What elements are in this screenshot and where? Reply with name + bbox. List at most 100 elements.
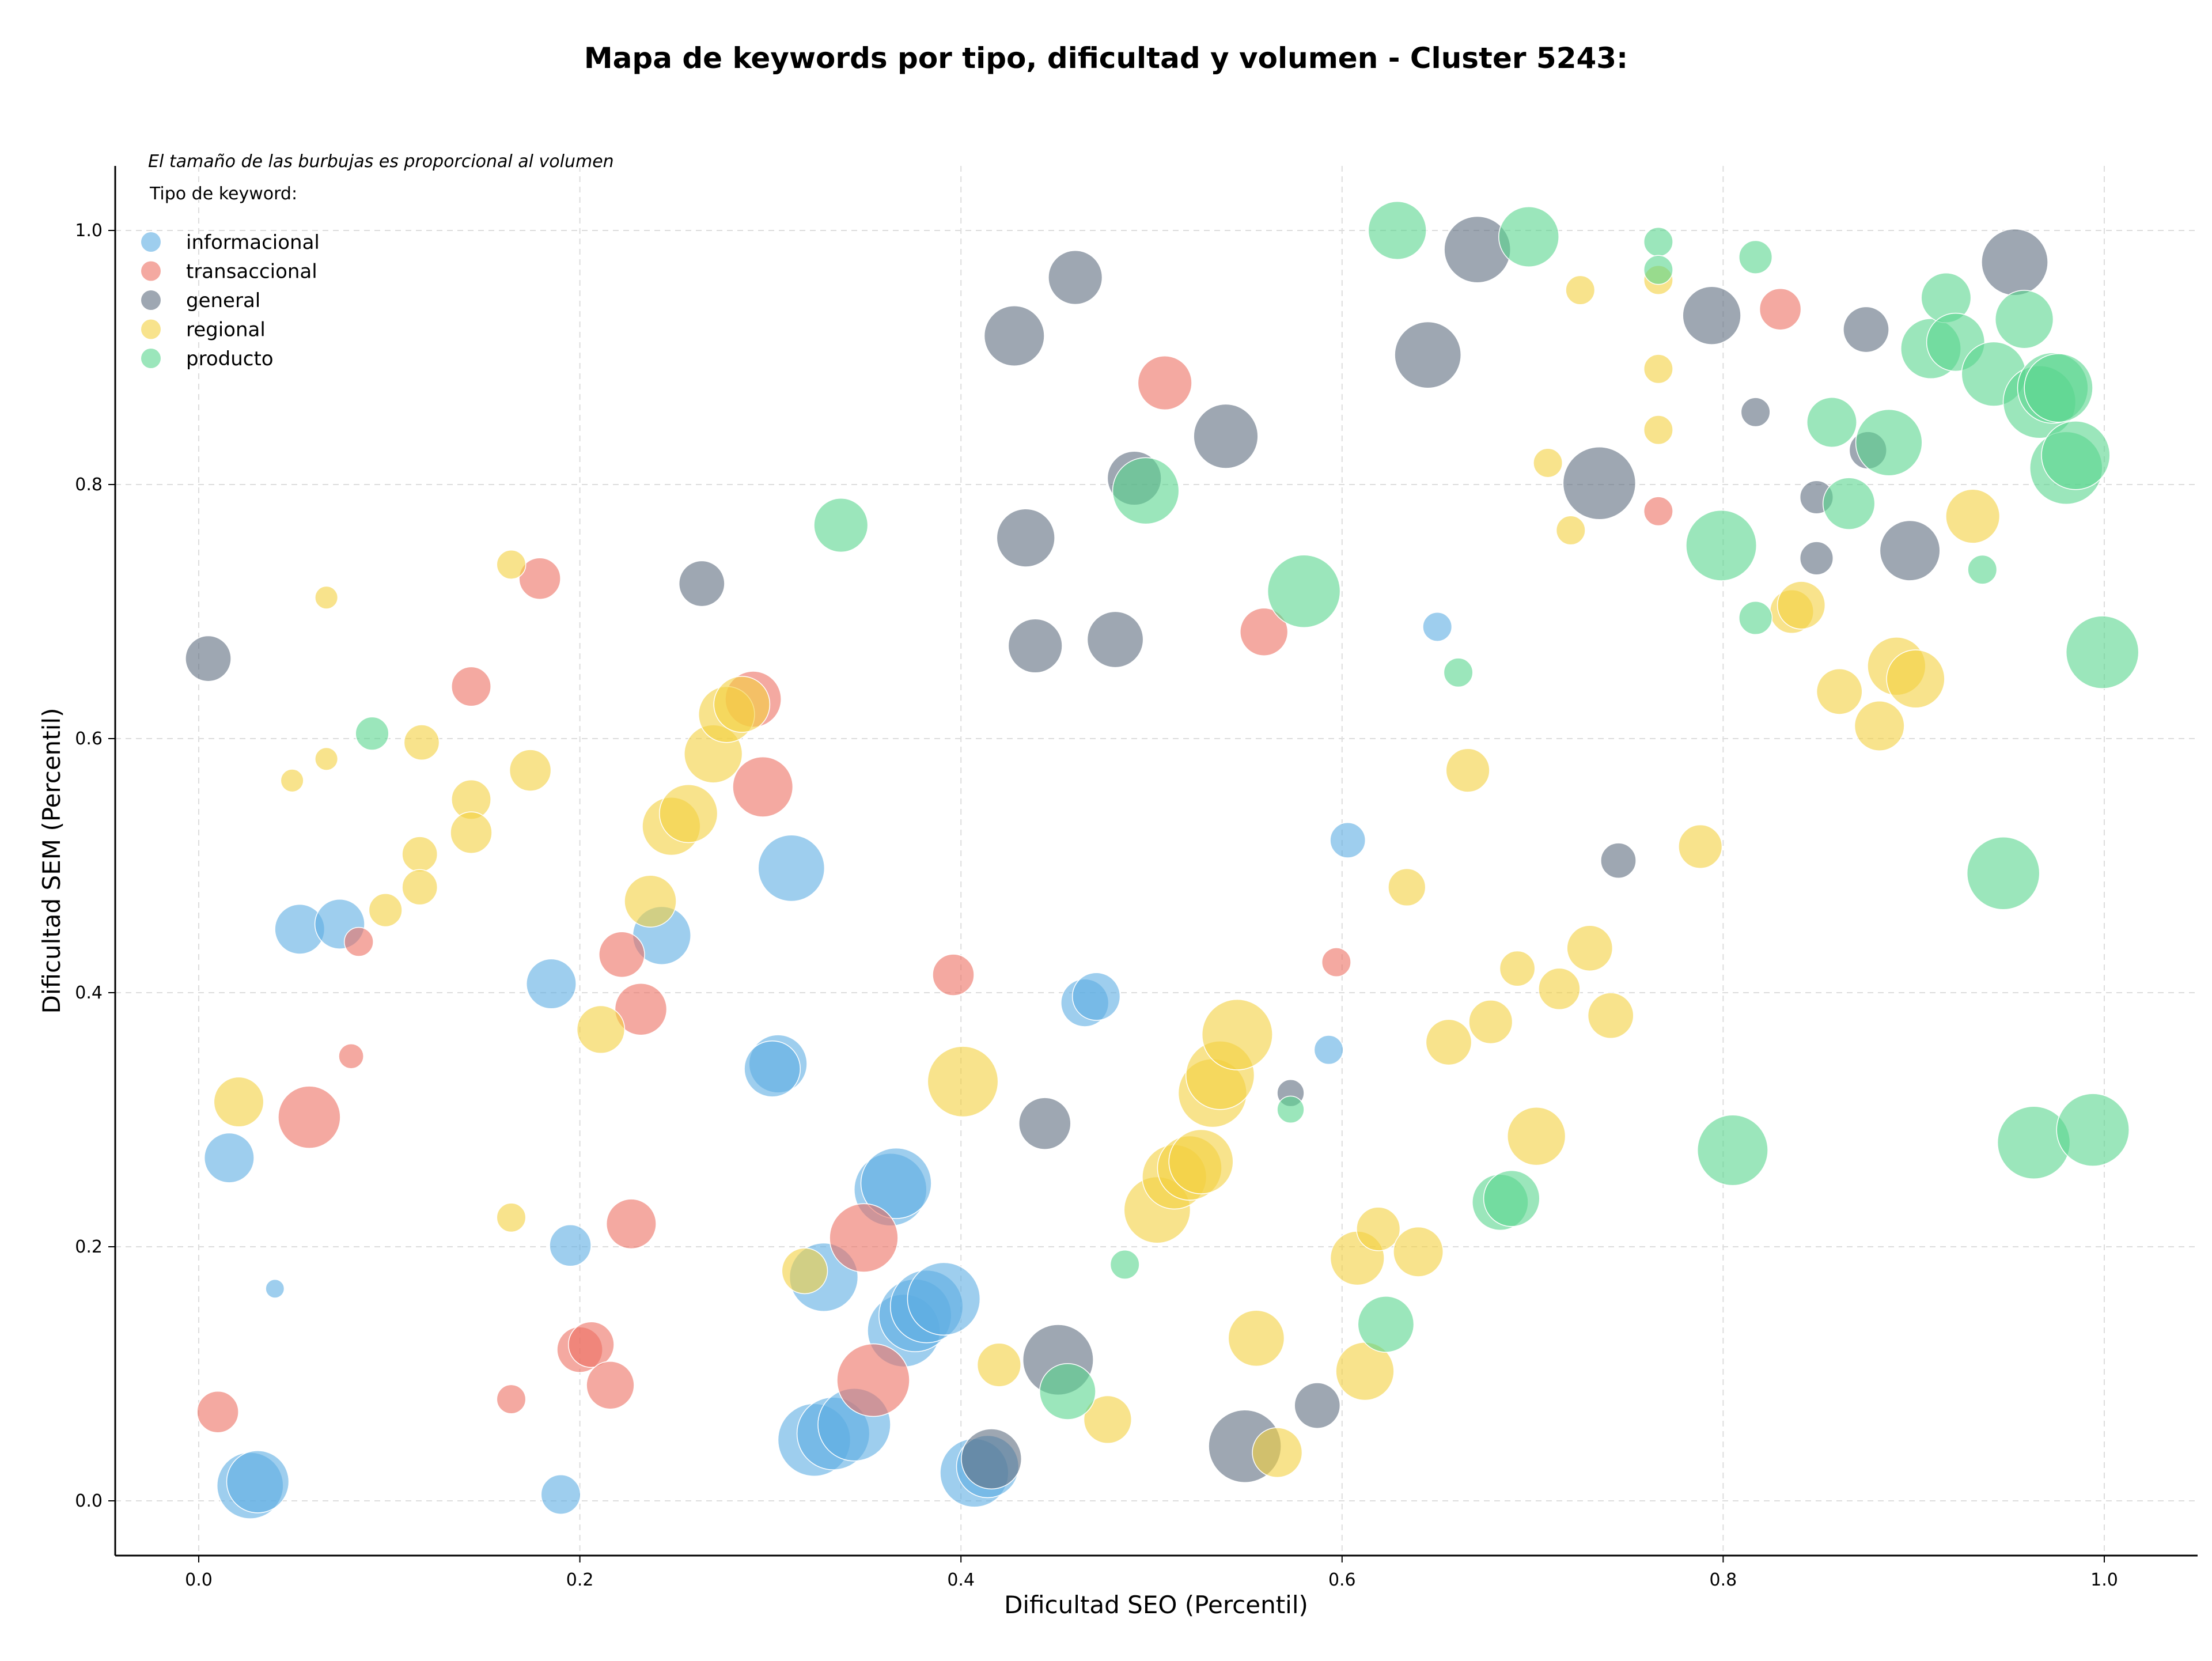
x-tick-label: 0.6 — [1328, 1570, 1356, 1590]
bubble-transaccional — [932, 954, 975, 996]
bubble-regional — [1168, 1129, 1234, 1194]
bubble-regional — [1854, 701, 1905, 751]
bubble-transaccional — [614, 982, 668, 1036]
bubble-regional — [624, 875, 677, 928]
bubble-producto — [1855, 408, 1923, 476]
bubble-general — [1294, 1382, 1341, 1429]
bubble-general — [983, 305, 1045, 366]
bubble-regional — [496, 549, 527, 580]
legend-marker-producto — [141, 349, 161, 368]
bubble-producto — [1039, 1363, 1096, 1420]
legend-marker-regional — [141, 319, 161, 339]
bubble-transaccional — [599, 931, 645, 978]
bubble-general — [1193, 403, 1259, 469]
bubble-regional — [1816, 668, 1863, 715]
bubble-informacional — [549, 1224, 592, 1267]
bubble-regional — [213, 1076, 264, 1127]
bubble-informacional — [1330, 822, 1366, 858]
ticks: 0.0 0.2 0.4 0.6 0.8 1.0 0.0 0.2 0.4 0.6 0.8 1.0 — [75, 221, 2118, 1590]
bubble-producto — [1443, 657, 1474, 688]
legend-label-informacional: informacional — [186, 231, 320, 254]
legend-label-transaccional: transaccional — [186, 260, 317, 283]
bubble-informacional — [757, 834, 825, 902]
bubble-general — [1740, 397, 1771, 427]
bubble-regional — [368, 893, 403, 928]
bubble-transaccional — [278, 1085, 341, 1149]
bubble-regional — [1945, 489, 2001, 544]
bubble-regional — [1083, 1395, 1132, 1444]
bubble-regional — [659, 784, 718, 843]
bubble-transaccional — [451, 666, 491, 707]
x-axis-label: Dificultad SEO (Percentil) — [1004, 1591, 1308, 1619]
bubble-producto — [2056, 1093, 2130, 1167]
bubble-general — [678, 560, 725, 607]
chart-title: Mapa de keywords por tipo, dificultad y … — [584, 41, 1628, 75]
x-tick-label: 0.2 — [566, 1570, 594, 1590]
bubble-transaccional — [568, 1321, 615, 1368]
x-tick-label: 0.4 — [947, 1570, 975, 1590]
bubble-transaccional — [605, 1198, 657, 1250]
bubble-informacional — [744, 1040, 801, 1098]
legend-marker-general — [141, 290, 161, 310]
bubble-producto — [1109, 1249, 1140, 1280]
bubble-transaccional — [586, 1361, 635, 1410]
x-tick-label: 0.8 — [1710, 1570, 1737, 1590]
bubble-transaccional — [829, 1203, 899, 1273]
bubble-regional — [450, 811, 493, 854]
bubble-producto — [355, 716, 389, 751]
bubble-transaccional — [496, 1384, 527, 1414]
bubble-producto — [2041, 421, 2111, 490]
bubble-regional — [403, 724, 440, 760]
bubble-regional — [1587, 992, 1634, 1039]
bubble-informacional — [203, 1132, 255, 1183]
bubble-producto — [1696, 1114, 1768, 1186]
bubble-transaccional — [836, 1343, 910, 1417]
bubble-regional — [1425, 1019, 1472, 1066]
legend-label-regional: regional — [186, 319, 266, 342]
bubble-regional — [1678, 824, 1723, 869]
bubble-general — [1843, 306, 1889, 353]
bubble-transaccional — [1643, 496, 1673, 527]
bubble-regional — [402, 869, 438, 906]
bubble-regional — [1445, 748, 1490, 793]
bubble-general — [1879, 520, 1941, 581]
bubble-general — [1018, 1097, 1071, 1150]
y-tick-label: 0.4 — [75, 983, 103, 1003]
bubble-producto — [1643, 226, 1673, 257]
bubble-informacional — [265, 1278, 285, 1299]
bubble-producto — [1498, 206, 1559, 267]
bubble-producto — [1738, 600, 1773, 635]
bubble-regional — [1388, 868, 1426, 907]
bubble-informacional — [907, 1262, 981, 1336]
bubble-regional — [976, 1342, 1021, 1387]
bubble-size-note: El tamaño de las burbujas es proporciona… — [148, 152, 614, 172]
bubble-regional — [1356, 1206, 1401, 1251]
bubble-producto — [1267, 554, 1341, 628]
bubble-regional — [315, 585, 339, 610]
bubble-regional — [781, 1247, 828, 1295]
bubble-regional — [713, 676, 771, 733]
bubble-producto — [813, 498, 869, 553]
bubble-regional — [1555, 515, 1586, 546]
bubble-informacional — [860, 1147, 932, 1219]
bubble-regional — [1643, 415, 1673, 445]
bubble-producto — [1806, 397, 1857, 448]
bubble-general — [1981, 228, 2048, 296]
bubble-general — [185, 635, 232, 682]
bubble-regional — [402, 836, 438, 873]
bubble-transaccional — [732, 756, 794, 818]
bubble-regional — [1777, 581, 1826, 630]
bubble-informacional — [540, 1474, 581, 1515]
y-tick-label: 0.6 — [75, 729, 103, 749]
y-tick-label: 0.8 — [75, 475, 103, 495]
bubble-producto — [1994, 290, 2054, 349]
bubble-producto — [1685, 509, 1758, 581]
bubble-regional — [1565, 275, 1596, 305]
bubble-producto — [1822, 477, 1876, 530]
x-tick-label: 1.0 — [2090, 1570, 2118, 1590]
bubble-producto — [1643, 255, 1673, 285]
bubble-transaccional — [1759, 287, 1802, 331]
y-tick-label: 0.2 — [75, 1237, 103, 1257]
bubble-regional — [1468, 1000, 1513, 1045]
